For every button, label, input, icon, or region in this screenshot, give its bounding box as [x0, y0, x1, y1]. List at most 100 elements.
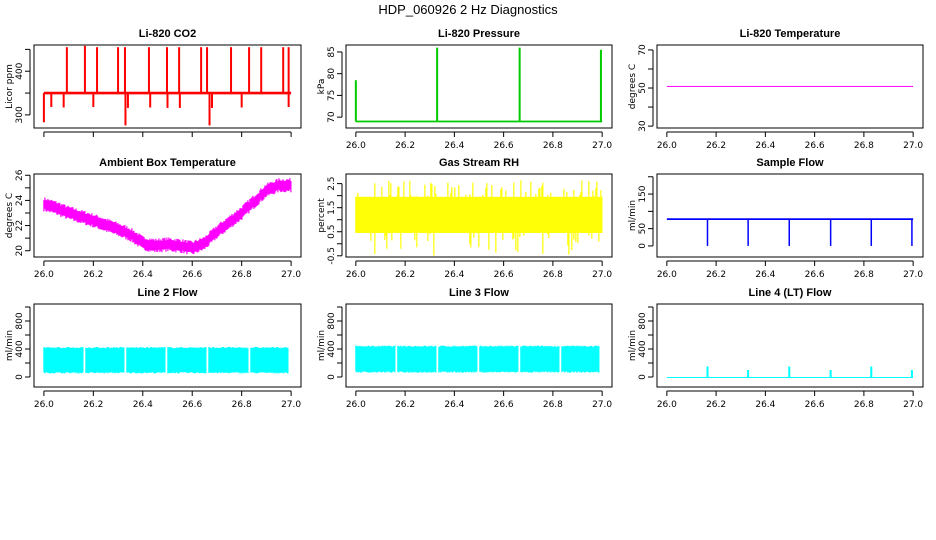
- panel-li-820-temperature: Li-820 Temperature degrees C 26.0 26.2 26.4 2…: [628, 28, 924, 151]
- y-tick-label: 24: [15, 194, 25, 206]
- y-axis-label: ml/min: [628, 200, 638, 231]
- panel-ambient-box-temperature: Ambient Box Temperature degrees C 26.0 26.2…: [5, 157, 302, 280]
- x-tick-label: 26.4: [755, 141, 775, 151]
- y-tick-label: 0: [638, 243, 648, 249]
- panel-title: Line 4 (LT) Flow: [749, 287, 832, 299]
- x-tick-label: 27.0: [903, 270, 923, 280]
- y-tick-label: 85: [327, 46, 337, 57]
- y-tick-label: 400: [638, 340, 648, 357]
- x-tick-label: 26.8: [543, 400, 563, 410]
- data-layer: [355, 180, 603, 256]
- baseline-line: [355, 120, 603, 123]
- x-tick-label: 26.4: [133, 400, 153, 410]
- y-tick-label: 80: [327, 68, 337, 80]
- data-layer: [666, 366, 914, 378]
- panel-sample-flow: Sample Flow ml/min 26.0 26.2 26.4 26.6 26.8 27.…: [628, 157, 924, 280]
- x-tick-label: 26.2: [83, 400, 103, 410]
- x-tick-label: 27.0: [903, 400, 923, 410]
- plot-frame: [656, 303, 924, 388]
- x-tick-label: 26.2: [706, 141, 726, 151]
- y-tick-label: 300: [15, 106, 25, 123]
- x-tick-label: 26.8: [543, 141, 563, 151]
- panel-li-820-pressure: Li-820 Pressure kPa 26.0 26.2 26.4 26.6 26.8 27…: [317, 28, 613, 151]
- y-axis-label: percent: [317, 198, 327, 233]
- panel-title: Li-820 Temperature: [740, 28, 841, 40]
- y-tick-label: 800: [638, 312, 648, 329]
- x-tick-label: 26.2: [706, 270, 726, 280]
- plot-frame: [33, 173, 302, 258]
- panel-gas-stream-rh: Gas Stream RH percent 26.0 26.2 26.4 26.6 26.8…: [317, 157, 613, 280]
- panel-line-3-flow: Line 3 Flow ml/min 26.0 26.2 26.4 26.6 26.8 27.…: [317, 287, 613, 410]
- x-tick-label: 26.4: [444, 270, 464, 280]
- x-tick-label: 26.6: [494, 400, 514, 410]
- y-tick-label: 400: [327, 340, 337, 357]
- x-tick-label: 27.0: [592, 141, 612, 151]
- y-tick-label: 2.5: [327, 176, 337, 190]
- x-tick-label: 26.8: [854, 400, 874, 410]
- y-axis-label: ml/min: [5, 330, 15, 361]
- y-axis-label: ml/min: [317, 330, 327, 361]
- x-tick-label: 26.2: [395, 270, 415, 280]
- panel-title: Li-820 Pressure: [438, 28, 520, 40]
- baseline-line: [666, 85, 914, 87]
- plot-frame: [345, 44, 613, 129]
- x-tick-label: 26.8: [232, 270, 252, 280]
- data-layer: [42, 45, 292, 126]
- y-tick-label: -0.5: [327, 247, 337, 265]
- y-tick-label: 800: [15, 312, 25, 329]
- y-tick-label: 70: [327, 111, 337, 123]
- x-tick-label: 26.2: [83, 270, 103, 280]
- x-tick-label: 26.2: [395, 141, 415, 151]
- data-layer: [666, 85, 914, 87]
- y-axis-label: degrees C: [5, 193, 15, 238]
- y-tick-label: 150: [638, 185, 648, 202]
- y-tick-label: 0.5: [327, 225, 337, 239]
- x-tick-label: 26.4: [755, 400, 775, 410]
- y-tick-label: 22: [15, 220, 25, 231]
- panel-title: Li-820 CO2: [139, 28, 196, 40]
- panel-line-4-lt-flow: Line 4 (LT) Flow ml/min 26.0 26.2 26.4 26.6 26…: [628, 287, 924, 410]
- x-tick-label: 27.0: [903, 141, 923, 151]
- data-layer: [354, 47, 603, 123]
- plot-frame: [33, 303, 302, 388]
- panel-title: Gas Stream RH: [439, 157, 519, 169]
- x-tick-label: 27.0: [281, 270, 301, 280]
- y-axis-label: Licor ppm: [5, 64, 15, 109]
- x-tick-label: 26.6: [805, 270, 825, 280]
- x-tick-label: 26.4: [755, 270, 775, 280]
- y-tick-label: 75: [327, 90, 337, 101]
- baseline-line: [666, 376, 914, 378]
- y-tick-label: 400: [15, 62, 25, 79]
- plot-frame: [656, 44, 924, 129]
- y-tick-label: 26: [15, 169, 25, 181]
- x-tick-label: 26.0: [657, 270, 677, 280]
- x-tick-label: 26.8: [543, 270, 563, 280]
- y-tick-label: 50: [638, 82, 648, 94]
- y-axis-label: kPa: [317, 79, 327, 95]
- y-tick-label: 400: [15, 340, 25, 357]
- x-tick-label: 27.0: [592, 270, 612, 280]
- x-tick-label: 26.6: [805, 141, 825, 151]
- data-layer: [43, 346, 289, 374]
- x-tick-label: 26.0: [34, 400, 54, 410]
- panel-line-2-flow: Line 2 Flow ml/min 26.0 26.2 26.4 26.6 26.8 27.…: [5, 287, 302, 410]
- x-tick-label: 27.0: [592, 400, 612, 410]
- x-tick-label: 26.2: [706, 400, 726, 410]
- x-tick-label: 27.0: [281, 400, 301, 410]
- figure-title: HDP_060926 2 Hz Diagnostics: [378, 2, 558, 17]
- y-tick-label: 30: [638, 120, 648, 132]
- x-tick-label: 26.6: [182, 270, 202, 280]
- x-tick-label: 26.4: [444, 141, 464, 151]
- y-tick-label: 0: [638, 374, 648, 380]
- y-tick-label: 1.5: [327, 201, 337, 215]
- x-tick-label: 26.0: [34, 270, 54, 280]
- x-tick-label: 26.6: [182, 400, 202, 410]
- plot-frame: [345, 173, 613, 258]
- y-tick-label: 50: [638, 223, 648, 235]
- x-tick-label: 26.2: [395, 400, 415, 410]
- y-tick-label: 70: [638, 44, 648, 56]
- x-tick-label: 26.8: [854, 270, 874, 280]
- panel-title: Line 3 Flow: [449, 287, 509, 299]
